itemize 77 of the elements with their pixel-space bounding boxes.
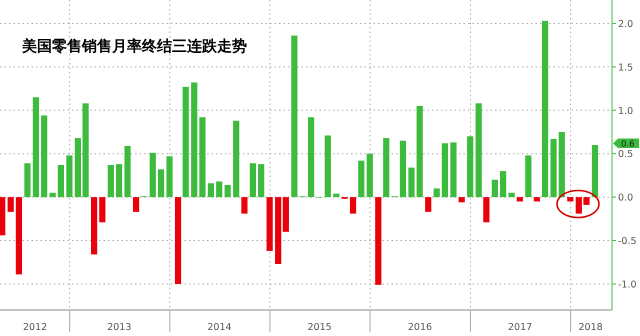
bar [476, 103, 482, 198]
bar [416, 106, 423, 198]
bar [132, 197, 140, 212]
x-tick-label: 2012 [23, 322, 48, 333]
bar [442, 143, 448, 198]
bar [66, 155, 72, 198]
bar [224, 184, 231, 198]
bar [358, 160, 364, 198]
bar [550, 138, 557, 198]
bar [467, 136, 474, 198]
y-tick-label: 2.0 [618, 18, 634, 30]
bar [400, 140, 406, 198]
bar [383, 138, 390, 198]
bar [90, 197, 98, 254]
y-tick-label: 0.5 [618, 149, 634, 160]
value-tag: 0.6 [613, 138, 639, 150]
bar [333, 194, 340, 198]
bar [16, 197, 22, 274]
bar [425, 197, 432, 212]
bar [525, 155, 532, 198]
y-tick-label: 1.5 [618, 62, 634, 74]
bar [116, 164, 122, 198]
x-tick-label: 2014 [207, 322, 232, 333]
bar [366, 154, 373, 198]
bar [516, 197, 523, 202]
bar [492, 180, 498, 198]
bar [124, 146, 131, 198]
bar [199, 117, 206, 198]
bar [58, 164, 64, 198]
bar [191, 82, 198, 198]
bar [8, 197, 14, 212]
bar [216, 181, 222, 198]
bar [150, 152, 156, 198]
bar [434, 188, 440, 198]
bar [158, 169, 164, 198]
bar [558, 132, 565, 198]
annotation: 0.6 [621, 140, 635, 150]
bar [483, 197, 490, 222]
bar [592, 145, 598, 198]
bar [258, 164, 264, 198]
y-tick-label: 1.0 [618, 106, 634, 117]
bar [250, 163, 256, 198]
x-tick-label: 2015 [307, 322, 332, 333]
x-tick-label: 2017 [508, 322, 532, 333]
bar [450, 142, 457, 198]
bar [266, 197, 273, 251]
x-tick-label: 2013 [107, 322, 132, 333]
bar [174, 197, 182, 284]
bar [32, 97, 40, 198]
bar [208, 183, 214, 198]
x-tick-label: 2016 [408, 322, 432, 333]
bar [324, 135, 331, 198]
bar [108, 164, 114, 198]
x-tick-label: 2018 [578, 322, 603, 333]
bar [350, 197, 356, 214]
bar [182, 86, 189, 198]
bar [50, 192, 56, 198]
text: 美国零售销售月率终结三连跌走势 [21, 37, 247, 55]
bar [542, 20, 548, 198]
y-tick-label: 0.0 [618, 192, 634, 204]
bar [500, 171, 506, 198]
bar [408, 168, 415, 198]
bar [41, 115, 48, 198]
bar [534, 197, 540, 202]
bar [308, 117, 314, 198]
bar [24, 163, 31, 198]
bar [567, 197, 574, 202]
bar [375, 197, 382, 285]
bar [166, 156, 173, 198]
bar [458, 197, 465, 202]
bar [233, 120, 240, 198]
bar [241, 197, 248, 214]
y-tick-label: -1.0 [618, 279, 637, 290]
bar [291, 36, 298, 198]
bar [0, 197, 6, 236]
bar [99, 197, 106, 222]
y-tick-label: -0.5 [618, 236, 637, 248]
